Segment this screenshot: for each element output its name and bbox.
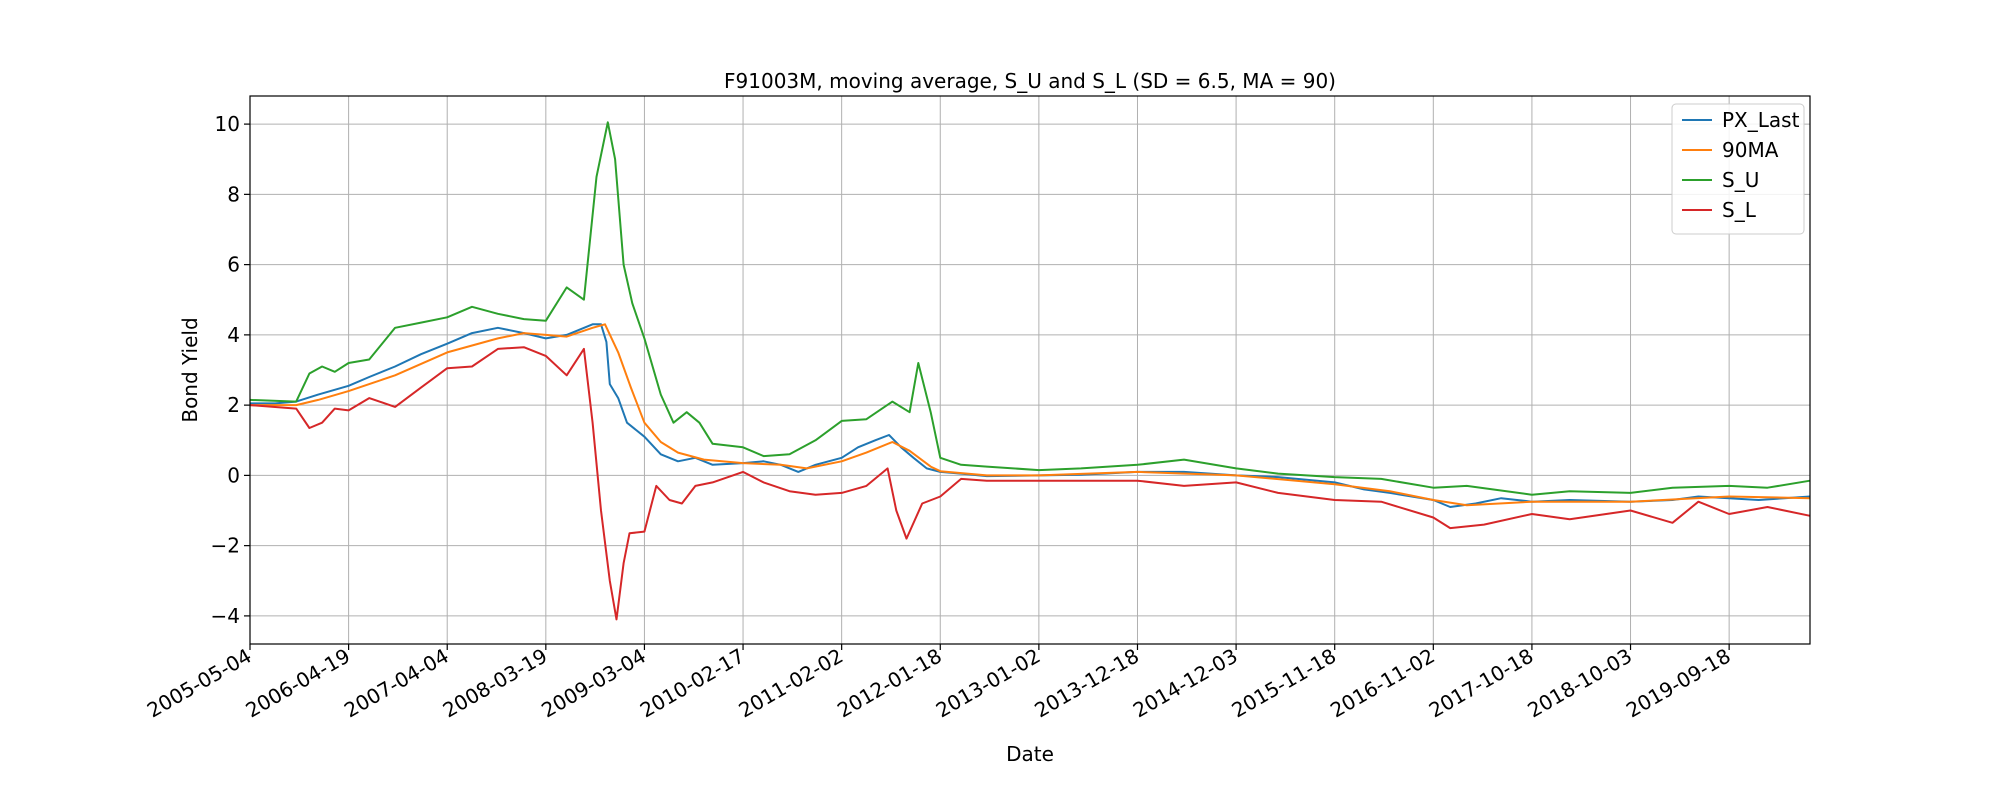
x-axis-label: Date — [1006, 742, 1054, 766]
series-lines — [249, 121, 1811, 621]
plot-frame — [249, 95, 1811, 645]
y-tick-label: 0 — [227, 463, 240, 487]
legend-label: S_U — [1722, 168, 1759, 192]
y-tick-label: 4 — [227, 323, 240, 347]
chart-title: F91003M, moving average, S_U and S_L (SD… — [724, 69, 1336, 93]
y-tick-label: 10 — [215, 112, 240, 136]
series-line-s-u — [249, 121, 1811, 496]
grid — [249, 96, 1810, 644]
series-line-90ma — [250, 323, 1811, 507]
legend-box — [1671, 103, 1805, 235]
y-axis-label: Bond Yield — [178, 317, 202, 422]
y-tick-label: −4 — [211, 604, 240, 628]
legend-label: PX_Last — [1722, 108, 1800, 132]
y-tick-label: 2 — [227, 393, 240, 417]
legend-label: S_L — [1722, 198, 1757, 222]
y-tick-label: 6 — [227, 253, 240, 277]
y-tick-label: 8 — [227, 182, 240, 206]
legend: PX_Last 90MA S_U S_L — [1671, 103, 1805, 235]
legend-label: 90MA — [1722, 138, 1779, 162]
y-tick-label: −2 — [211, 534, 240, 558]
series-line-s-l — [249, 346, 1811, 621]
